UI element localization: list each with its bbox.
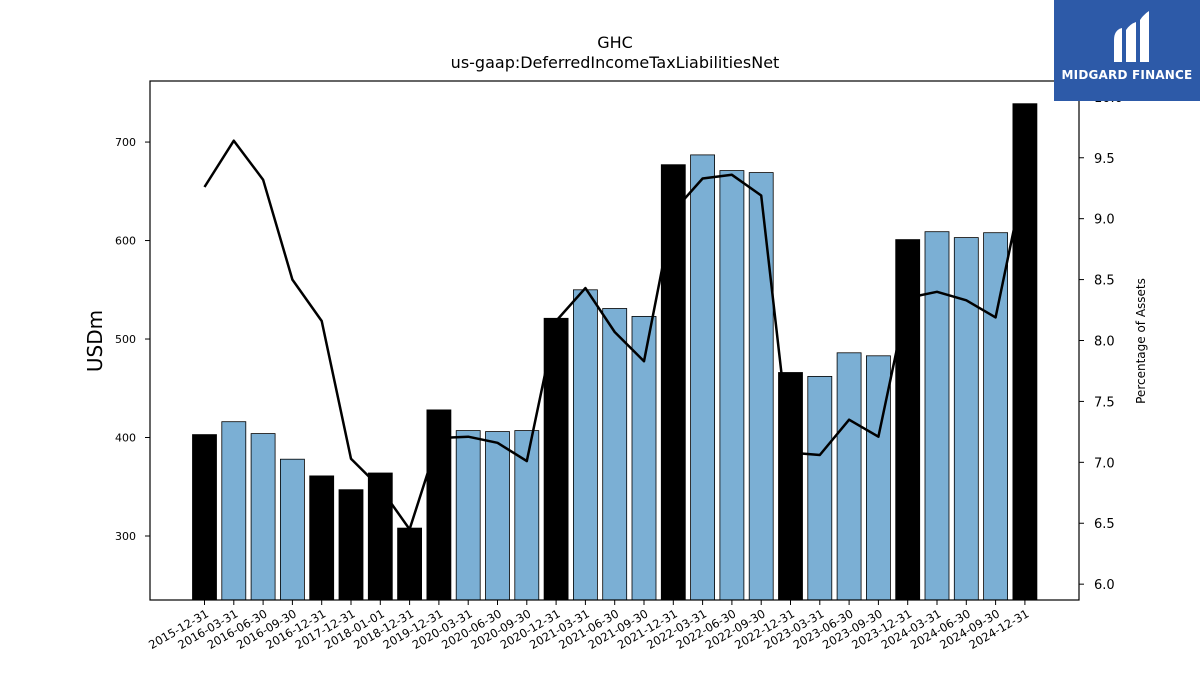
bar-2023-03-31 [807, 375, 833, 601]
chart-subtitle: us-gaap:DeferredIncomeTaxLiabilitiesNet [451, 53, 780, 72]
bar-2021-06-30 [602, 308, 628, 601]
bar-2021-03-31 [573, 289, 598, 601]
y-axis-label: USDm [83, 310, 107, 372]
y-tick-label: 400 [115, 432, 136, 445]
y2-tick-label: 8.0 [1094, 335, 1115, 350]
y2-tick-label: 6.0 [1094, 578, 1115, 593]
bar-2021-09-30 [631, 315, 657, 601]
bar-2016-06-30 [250, 433, 276, 601]
y2-axis-label: Percentage of Assets [1134, 278, 1148, 404]
bar-2022-06-30 [719, 170, 745, 601]
bar-2016-09-30 [279, 458, 305, 601]
bar-2015-12-31 [192, 434, 217, 601]
y-tick-label: 500 [115, 333, 136, 346]
y-tick-label: 300 [115, 530, 136, 543]
y2-tick-label: 7.5 [1094, 395, 1115, 410]
bar-series [192, 103, 1038, 601]
chart-title: GHC [597, 33, 633, 52]
bar-2018-12-31 [397, 527, 423, 601]
bar-2018-01-01 [367, 472, 393, 601]
bar-2022-12-31 [778, 372, 803, 601]
brand-logo: MIDGARD FINANCE [1054, 0, 1200, 101]
bar-2020-06-30 [485, 431, 510, 601]
y2-tick-label: 6.5 [1094, 517, 1115, 532]
bar-2021-12-31 [660, 164, 686, 601]
bar-2020-03-31 [455, 430, 481, 601]
brand-name: MIDGARD FINANCE [1061, 68, 1193, 82]
y2-tick-label: 8.5 [1094, 274, 1115, 289]
y2-tick-label: 7.0 [1094, 456, 1115, 471]
bar-2024-12-31 [1012, 103, 1038, 601]
bar-2023-12-31 [895, 239, 921, 601]
midgard-logo-icon [1114, 11, 1149, 62]
bar-2023-06-30 [836, 352, 862, 601]
line-series [203, 139, 1027, 531]
x-axis: 2015-12-312016-03-312016-06-302016-09-30… [146, 600, 1031, 652]
bar-2017-12-31 [338, 489, 364, 601]
y2-tick-label: 9.0 [1094, 213, 1115, 228]
bar-2016-03-31 [221, 421, 247, 601]
percentage-line [203, 139, 1027, 531]
y-tick-label: 600 [115, 235, 136, 248]
right-axis: 6.06.57.07.58.08.59.09.510.0 [1079, 91, 1123, 593]
bar-2024-03-31 [924, 231, 950, 601]
bar-2016-12-31 [309, 475, 335, 601]
bar-2022-09-30 [748, 172, 774, 601]
y-tick-label: 700 [115, 136, 136, 149]
y2-tick-label: 9.5 [1094, 152, 1115, 167]
bar-2024-09-30 [983, 232, 1008, 601]
bar-2022-03-31 [690, 154, 715, 601]
bar-2024-06-30 [953, 237, 979, 601]
left-axis: 300 400 500 600 700 [115, 136, 150, 543]
